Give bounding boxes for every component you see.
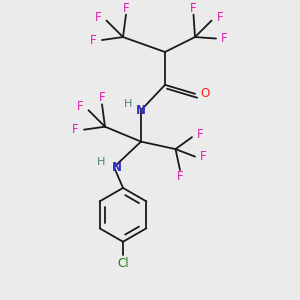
Text: F: F [217,11,223,23]
Text: F: F [77,100,83,113]
Text: H: H [97,157,106,166]
Text: N: N [112,160,122,173]
Text: F: F [197,128,204,141]
Text: F: F [200,150,207,163]
Text: F: F [177,170,183,183]
Text: Cl: Cl [117,257,129,270]
Text: F: F [90,34,97,46]
Text: N: N [136,104,146,117]
Text: H: H [124,99,133,109]
Text: F: F [190,2,197,15]
Text: F: F [72,123,79,136]
Text: F: F [221,32,228,45]
Text: O: O [200,87,209,100]
Text: F: F [123,2,129,15]
Text: F: F [99,91,105,104]
Text: F: F [95,11,101,23]
